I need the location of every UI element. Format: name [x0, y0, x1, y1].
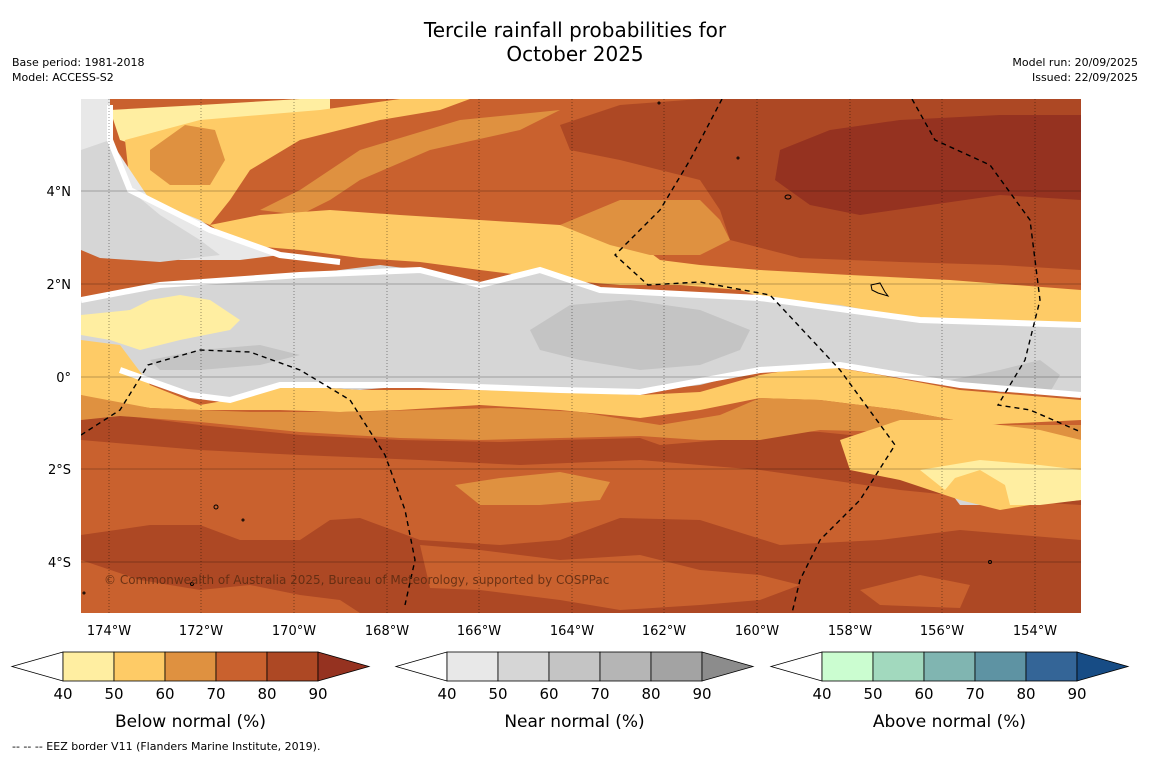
- colorbar-under-triangle: [394, 651, 448, 682]
- lon-label: 172°W: [179, 624, 223, 639]
- bn-70-southwest: [81, 560, 360, 613]
- colorbar-tick-label: 70: [965, 685, 984, 703]
- eez-footnote: -- -- -- EEZ border V11 (Flanders Marine…: [12, 740, 321, 753]
- lon-label: 168°W: [365, 624, 409, 639]
- bn-40-west: [81, 295, 240, 350]
- halo-north: [81, 266, 1081, 328]
- colorbar-segment: [1025, 651, 1078, 682]
- lat-label: 2°S: [48, 463, 71, 478]
- colorbar-tick-label: 50: [104, 685, 123, 703]
- bn-60-south-strip: [81, 395, 1081, 445]
- colorbar-segment: [215, 651, 268, 682]
- colorbar-tick-label: 50: [488, 685, 507, 703]
- colorbar-tick-label: 70: [590, 685, 609, 703]
- bn-60-north-mid: [560, 200, 730, 255]
- nn-50-center: [530, 300, 750, 370]
- lat-label: 4°S: [48, 556, 71, 571]
- islands: [82, 101, 992, 595]
- bn-50-north-strip: [210, 210, 1081, 330]
- colorbar-segment: [497, 651, 550, 682]
- title-line-2: October 2025: [506, 42, 644, 66]
- colorbar-title: Below normal (%): [115, 712, 266, 732]
- meta-left: Base period: 1981-2018 Model: ACCESS-S2: [12, 55, 144, 85]
- colorbar-segment: [266, 651, 319, 682]
- bn-50-south-strip: [81, 340, 1081, 425]
- lon-axis: 174°W 172°W 170°W 168°W 166°W 164°W 162°…: [87, 624, 1057, 639]
- halo-south: [118, 361, 1081, 404]
- colorbar-segment: [446, 651, 499, 682]
- colorbar-tick-label: 50: [863, 685, 882, 703]
- colorbar-under-triangle: [769, 651, 823, 682]
- bn-40-southeast: [920, 460, 1081, 505]
- colorbar-segment: [821, 651, 874, 682]
- colorbar-segment: [62, 651, 115, 682]
- colorbar-segment: [650, 651, 703, 682]
- lon-label: 174°W: [87, 624, 131, 639]
- colorbar-tick-label: 80: [1016, 685, 1035, 703]
- map-plot-area: © Commonwealth of Australia 2025, Bureau…: [81, 99, 1081, 613]
- chart-title: Tercile rainfall probabilities for Octob…: [0, 18, 1150, 66]
- issued-text: Issued: 22/09/2025: [1031, 71, 1138, 84]
- halo-northwest: [107, 105, 341, 265]
- lon-label: 162°W: [642, 624, 686, 639]
- colorbar-tick-label: 40: [53, 685, 72, 703]
- colorbar-tick-label: 90: [692, 685, 711, 703]
- colorbar-title: Near normal (%): [504, 712, 644, 732]
- colorbar-tick-label: 40: [437, 685, 456, 703]
- colorbar-segment: [872, 651, 925, 682]
- bn-60-south-patch: [455, 472, 610, 505]
- copyright-notice: © Commonwealth of Australia 2025, Bureau…: [104, 573, 609, 587]
- title-line-1: Tercile rainfall probabilities for: [423, 18, 727, 42]
- bn-70-southeast: [860, 575, 970, 608]
- colorbar-tick-label: 40: [812, 685, 831, 703]
- colorbar-tick-label: 60: [914, 685, 933, 703]
- colorbar-tick-label: 90: [1067, 685, 1086, 703]
- nn-50-west: [150, 345, 300, 370]
- lon-label: 158°W: [828, 624, 872, 639]
- lon-label: 170°W: [272, 624, 316, 639]
- colorbar-tick-label: 60: [155, 685, 174, 703]
- colorbar-over-triangle: [1076, 651, 1130, 682]
- colorbar-segment: [923, 651, 976, 682]
- colorbar-tick-label: 90: [308, 685, 327, 703]
- colorbar-tick-label: 70: [206, 685, 225, 703]
- lat-label: 2°N: [47, 278, 72, 293]
- colorbar-over-triangle: [701, 651, 755, 682]
- lon-label: 166°W: [457, 624, 501, 639]
- colorbar-segment: [548, 651, 601, 682]
- bn-70-south-bottom: [420, 545, 800, 610]
- model-run-text: Model run: 20/09/2025: [1012, 56, 1138, 69]
- colorbar-segment: [599, 651, 652, 682]
- lon-label: 156°W: [920, 624, 964, 639]
- colorbar-segment: [164, 651, 217, 682]
- bn-90-north: [775, 115, 1081, 215]
- eez-borders: [81, 99, 1081, 613]
- lat-label: 0°: [56, 371, 71, 386]
- lon-label: 164°W: [550, 624, 594, 639]
- colorbar-tick-label: 80: [257, 685, 276, 703]
- colorbar-tick-label: 80: [641, 685, 660, 703]
- colorbar-below-normal: 40 50 60 70 80 90 Below normal (%): [10, 651, 371, 732]
- colorbar-over-triangle: [317, 651, 371, 682]
- graticule: [81, 190, 1081, 563]
- colorbar-tick-label: 60: [539, 685, 558, 703]
- bn-60-north-strip: [260, 110, 560, 215]
- bn-60-northwest: [150, 125, 225, 185]
- colorbar-title: Above normal (%): [873, 712, 1026, 732]
- model-text: Model: ACCESS-S2: [12, 71, 114, 84]
- lon-label: 160°W: [735, 624, 779, 639]
- colorbar-near-normal: 40 50 60 70 80 90 Near normal (%): [394, 651, 755, 732]
- colorbar-segment: [113, 651, 166, 682]
- colorbar-segment: [974, 651, 1027, 682]
- lat-label: 4°N: [47, 185, 72, 200]
- lat-axis: 4°N 2°N 0° 2°S 4°S: [47, 185, 72, 571]
- nn-40-northwest-pale: [81, 140, 220, 262]
- lon-label: 154°W: [1013, 624, 1057, 639]
- meta-right: Model run: 20/09/2025 Issued: 22/09/2025: [1012, 55, 1138, 85]
- colorbar-under-triangle: [10, 651, 64, 682]
- colorbar-above-normal: 40 50 60 70 80 90 Above normal (%): [769, 651, 1130, 732]
- base-period-text: Base period: 1981-2018: [12, 56, 145, 69]
